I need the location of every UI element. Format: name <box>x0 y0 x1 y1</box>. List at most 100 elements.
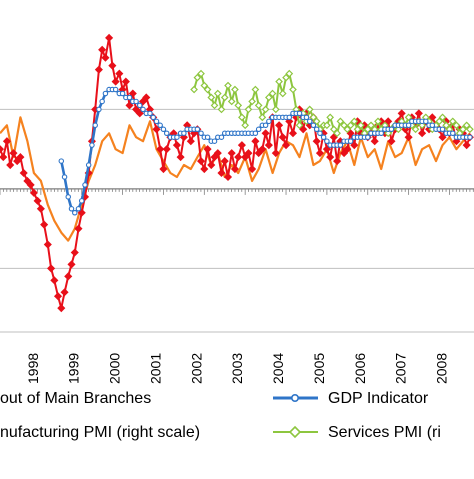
legend-entry-services-pmi: Services PMI (ri <box>273 424 441 441</box>
data-point-output-of-main-branches <box>43 240 52 249</box>
data-point-gdp-indicator <box>439 126 446 133</box>
data-point-services-pmi-right-scale <box>329 125 338 134</box>
data-point-output-of-main-branches <box>47 264 56 273</box>
data-point-output-of-main-branches <box>326 153 335 162</box>
x-tick-labels: 1998 1999 2000 2001 2002 2003 2004 2005 2006 2007… <box>25 353 450 384</box>
data-point-output-of-main-branches <box>121 77 130 86</box>
data-point-output-of-main-branches <box>26 180 35 189</box>
data-point-services-pmi-right-scale <box>244 105 253 114</box>
data-point-gdp-indicator <box>347 138 354 144</box>
data-point-output-of-main-branches <box>162 145 171 154</box>
data-point-output-of-main-branches <box>343 145 352 154</box>
grid-layer <box>0 108 474 333</box>
data-point-output-of-main-branches <box>299 125 308 134</box>
data-point-gdp-indicator <box>153 118 160 125</box>
data-point-services-pmi-right-scale <box>442 121 451 130</box>
x-tick-label: 2003 <box>229 353 245 384</box>
data-point-output-of-main-branches <box>172 141 181 150</box>
data-point-output-of-main-branches <box>125 101 134 110</box>
data-point-output-of-main-branches <box>67 260 76 269</box>
data-point-output-of-main-branches <box>60 288 69 297</box>
data-point-output-of-main-branches <box>70 248 79 257</box>
data-point-output-of-main-branches <box>64 272 73 281</box>
data-point-output-of-main-branches <box>105 33 114 42</box>
data-point-gdp-indicator <box>133 98 139 105</box>
data-point-services-pmi-right-scale <box>312 117 321 126</box>
data-point-services-pmi-right-scale <box>282 73 290 82</box>
data-point-services-pmi-right-scale <box>210 101 219 110</box>
data-point-services-pmi-right-scale <box>190 85 198 94</box>
x-tick-label: 2007 <box>393 353 409 384</box>
data-point-services-pmi-right-scale <box>448 117 457 126</box>
data-point-output-of-main-branches <box>322 145 331 154</box>
data-point-services-pmi-right-scale <box>374 117 382 126</box>
data-point-gdp-indicator <box>286 114 293 121</box>
x-tick-label: 2001 <box>147 353 163 384</box>
data-point-output-of-main-branches <box>53 292 63 301</box>
data-point-gdp-indicator <box>61 174 68 180</box>
data-point-output-of-main-branches <box>152 125 161 134</box>
data-point-gdp-indicator <box>211 138 218 144</box>
data-point-gdp-indicator <box>266 118 272 125</box>
data-point-services-pmi-right-scale <box>234 101 243 110</box>
data-point-output-of-main-branches <box>312 137 321 146</box>
data-point-output-of-main-branches <box>329 133 338 142</box>
data-point-services-pmi-right-scale <box>411 125 420 134</box>
data-point-output-of-main-branches <box>57 304 66 313</box>
data-point-output-of-main-branches <box>414 109 423 118</box>
data-point-output-of-main-branches <box>108 61 117 70</box>
data-point-gdp-indicator <box>262 122 269 129</box>
data-point-services-pmi-right-scale <box>466 125 474 134</box>
data-point-output-of-main-branches <box>16 153 25 162</box>
data-point-services-pmi-right-scale <box>305 105 314 114</box>
data-point-gdp-indicator <box>157 122 163 129</box>
data-point-output-of-main-branches <box>0 145 5 154</box>
data-point-output-of-main-branches <box>220 157 229 166</box>
legend-label-output-main-branches: out of Main Branches <box>0 390 151 407</box>
legend-entry-output-main-branches: out of Main Branches <box>0 390 151 407</box>
x-tick-label: 2000 <box>107 353 123 384</box>
data-point-gdp-indicator <box>204 134 211 140</box>
data-point-gdp-indicator <box>147 110 153 117</box>
series-output-of-main-branches <box>0 33 474 313</box>
data-point-output-of-main-branches <box>387 137 396 146</box>
data-point-services-pmi-right-scale <box>452 121 461 130</box>
data-point-output-of-main-branches <box>258 145 267 154</box>
data-point-services-pmi-right-scale <box>367 121 375 130</box>
data-point-gdp-indicator <box>378 130 384 137</box>
data-point-output-of-main-branches <box>50 276 59 285</box>
data-point-output-of-main-branches <box>271 149 280 158</box>
data-point-output-of-main-branches <box>0 153 8 162</box>
data-point-gdp-indicator <box>82 182 88 188</box>
data-point-gdp-indicator <box>317 130 323 137</box>
data-point-gdp-indicator <box>423 118 429 125</box>
data-point-services-pmi-right-scale <box>271 105 280 114</box>
data-point-services-pmi-right-scale <box>241 121 250 130</box>
data-point-services-pmi-right-scale <box>238 113 246 122</box>
data-point-gdp-indicator <box>150 114 156 121</box>
data-point-gdp-indicator <box>429 122 436 129</box>
data-point-output-of-main-branches <box>196 157 206 166</box>
data-point-output-of-main-branches <box>98 45 107 54</box>
data-point-output-of-main-branches <box>40 220 49 229</box>
data-point-services-pmi-right-scale <box>323 121 331 130</box>
legend-label-services-pmi: Services PMI (ri <box>328 424 441 441</box>
data-point-services-pmi-right-scale <box>224 81 232 90</box>
data-point-gdp-indicator <box>126 94 133 101</box>
data-point-gdp-indicator <box>119 90 126 97</box>
data-point-services-pmi-right-scale <box>462 121 471 130</box>
data-point-output-of-main-branches <box>428 113 437 122</box>
data-point-services-pmi-right-scale <box>258 113 267 122</box>
legend-entry-gdp-indicator: GDP Indicator <box>273 390 429 407</box>
data-point-output-of-main-branches <box>156 145 165 154</box>
x-tick-label: 2005 <box>311 353 327 384</box>
data-point-services-pmi-right-scale <box>356 121 365 130</box>
data-point-gdp-indicator <box>96 106 102 113</box>
data-point-output-of-main-branches <box>135 109 144 118</box>
data-point-gdp-indicator <box>252 130 259 137</box>
data-point-services-pmi-right-scale <box>295 121 304 130</box>
data-point-gdp-indicator <box>99 98 105 105</box>
data-point-services-pmi-right-scale <box>394 125 403 134</box>
